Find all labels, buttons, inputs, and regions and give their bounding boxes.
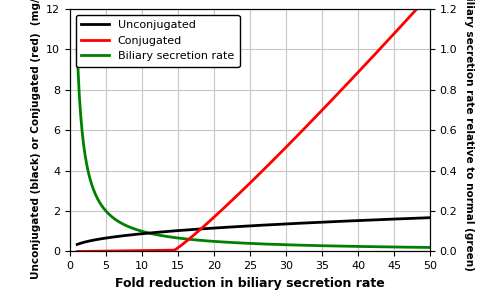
Conjugated <box>244 184 250 188</box>
Biliary secretion rate <box>242 241 248 245</box>
Line: Conjugated: Conjugated <box>77 0 430 251</box>
Unconjugated <box>242 224 248 228</box>
Unconjugated <box>284 222 290 226</box>
Conjugated <box>418 2 424 5</box>
Conjugated <box>364 62 370 65</box>
Line: Biliary secretion rate: Biliary secretion rate <box>77 49 430 248</box>
Biliary secretion rate <box>265 242 271 246</box>
Biliary secretion rate <box>364 245 370 248</box>
Unconjugated <box>265 223 271 227</box>
Unconjugated <box>244 224 250 228</box>
Unconjugated <box>427 216 433 219</box>
Unconjugated <box>418 216 424 220</box>
Biliary secretion rate <box>74 48 80 51</box>
Biliary secretion rate <box>244 241 250 245</box>
Conjugated <box>284 144 290 148</box>
Y-axis label: Unconjugated (black) or Conjugated (red)  (mg/dl): Unconjugated (black) or Conjugated (red)… <box>30 0 40 278</box>
Unconjugated <box>74 243 80 246</box>
Unconjugated <box>364 218 370 222</box>
Biliary secretion rate <box>284 243 290 247</box>
Conjugated <box>74 250 80 253</box>
Conjugated <box>242 186 248 190</box>
Line: Unconjugated: Unconjugated <box>77 218 430 245</box>
Legend: Unconjugated, Conjugated, Biliary secretion rate: Unconjugated, Conjugated, Biliary secret… <box>76 15 239 67</box>
Biliary secretion rate <box>427 246 433 249</box>
Biliary secretion rate <box>418 245 424 249</box>
Y-axis label: Biliary secretion rate relative to normal (green): Biliary secretion rate relative to norma… <box>464 0 474 271</box>
X-axis label: Fold reduction in biliary secretion rate: Fold reduction in biliary secretion rate <box>115 277 385 290</box>
Conjugated <box>265 163 271 167</box>
